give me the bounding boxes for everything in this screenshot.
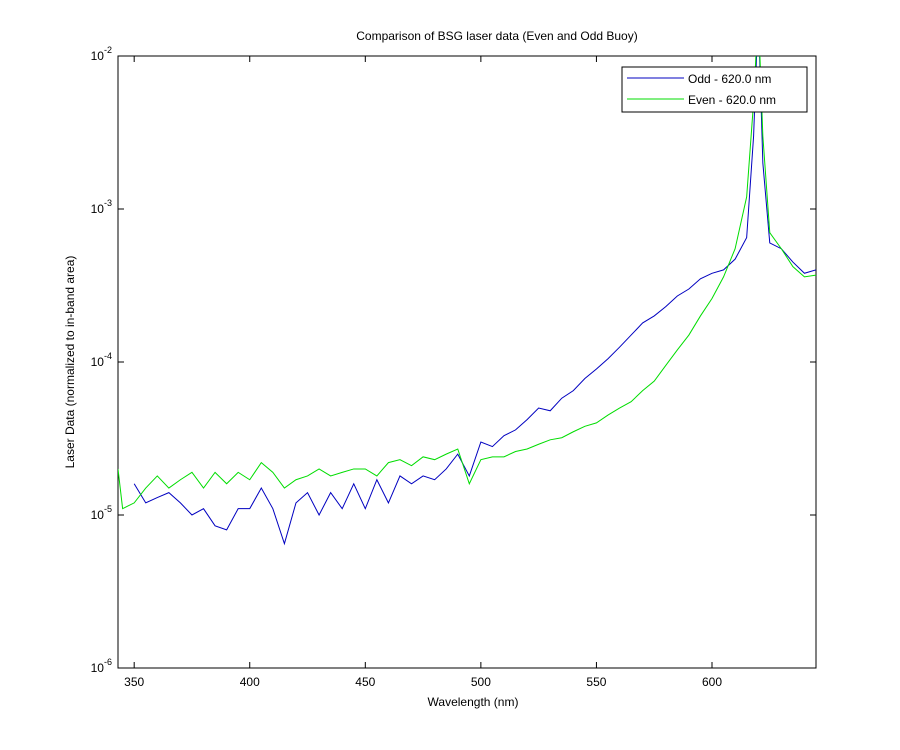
x-tick-label: 400 [240, 675, 260, 689]
x-tick-label: 500 [471, 675, 491, 689]
legend-box [621, 66, 808, 113]
legend: Odd - 620.0 nm Even - 620.0 nm [621, 66, 808, 113]
y-tick-label: 10-5 [91, 504, 112, 522]
legend-label: Odd - 620.0 nm [688, 72, 771, 86]
x-tick-label: 350 [124, 675, 144, 689]
legend-label: Even - 620.0 nm [688, 93, 776, 107]
x-tick-label: 450 [355, 675, 375, 689]
data-line [118, 56, 816, 510]
y-tick-label: 10-3 [91, 198, 112, 216]
lines [118, 56, 816, 546]
chart-title: Comparison of BSG laser data (Even and O… [356, 29, 637, 43]
x-axis-label: Wavelength (nm) [428, 695, 519, 709]
data-line [133, 56, 816, 546]
y-axis-label: Laser Data (normalized to in-band area) [63, 256, 77, 469]
x-tick-label: 550 [586, 675, 606, 689]
y-tick-label: 10-6 [91, 657, 112, 675]
x-tick-label: 600 [702, 675, 722, 689]
y-tick-label: 10-4 [91, 351, 112, 369]
plot-area [117, 55, 817, 669]
y-tick-label: 10-2 [91, 45, 112, 63]
